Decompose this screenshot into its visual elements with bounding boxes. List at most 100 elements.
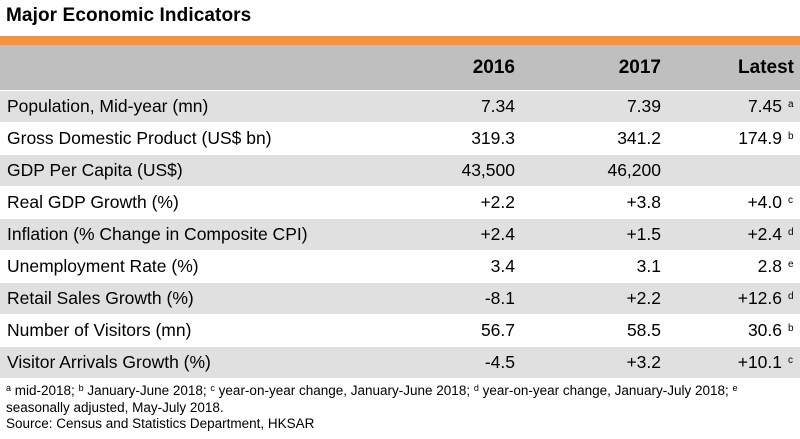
source-line: Source: Census and Statistics Department… xyxy=(6,416,315,431)
footnote-b: January-June 2018; xyxy=(83,383,211,398)
row-label-value: Retail Sales Growth (%) xyxy=(7,288,194,308)
cell-2016-value: -8.1 xyxy=(484,288,515,308)
cell-2017-value: +1.5 xyxy=(626,224,661,244)
table-row: Number of Visitors (mn) 56.7 58.5 30.6 b xyxy=(0,314,800,347)
cell-latest: 30.6 b xyxy=(667,314,800,347)
footnote-ref: d xyxy=(788,291,794,302)
cell-latest: 7.45 a xyxy=(667,90,800,123)
footnote-ref: b xyxy=(788,323,794,334)
row-label-value: GDP Per Capita (US$) xyxy=(7,160,183,180)
header-2016: 2016 xyxy=(376,45,521,91)
cell-2016: 319.3 xyxy=(376,122,521,155)
accent-bar xyxy=(0,36,800,45)
cell-latest: +10.1 c xyxy=(667,346,800,379)
table-row: Real GDP Growth (%) +2.2 +3.8 +4.0 c xyxy=(0,186,800,219)
row-label: Population, Mid-year (mn) xyxy=(0,90,376,123)
cell-2016: -4.5 xyxy=(376,346,521,379)
cell-latest: +2.4 d xyxy=(667,218,800,251)
footnote-d: year-on-year change, January-July 2018; xyxy=(478,383,733,398)
cell-2017: 46,200 xyxy=(521,154,667,187)
row-label: Inflation (% Change in Composite CPI) xyxy=(0,218,376,251)
cell-2016: -8.1 xyxy=(376,282,521,315)
row-label: Visitor Arrivals Growth (%) xyxy=(0,346,376,379)
footnote-ref: a xyxy=(788,99,794,110)
cell-2016: 3.4 xyxy=(376,250,521,283)
cell-2017: 341.2 xyxy=(521,122,667,155)
cell-latest-value: 2.8 xyxy=(757,256,782,276)
cell-latest-value: +10.1 xyxy=(737,352,782,372)
footnote-mark: c xyxy=(210,383,215,393)
row-label-value: Real GDP Growth (%) xyxy=(7,192,179,212)
cell-2016-value: 7.34 xyxy=(480,96,515,116)
cell-2017: +1.5 xyxy=(521,218,667,251)
table-row: GDP Per Capita (US$) 43,500 46,200 xyxy=(0,154,800,187)
footnotes: a mid-2018; b January-June 2018; c year-… xyxy=(6,380,796,433)
cell-2017-value: +3.8 xyxy=(626,192,661,212)
footnote-text: a mid-2018; b January-June 2018; c year-… xyxy=(6,380,796,416)
cell-latest-value: 7.45 xyxy=(747,96,782,116)
row-label: Real GDP Growth (%) xyxy=(0,186,376,219)
cell-latest-value: 30.6 xyxy=(747,320,782,340)
table-row: Gross Domestic Product (US$ bn) 319.3 341.… xyxy=(0,122,800,155)
header-latest: Latest xyxy=(667,45,800,91)
cell-2017: 7.39 xyxy=(521,90,667,123)
cell-2017-value: +3.2 xyxy=(626,352,661,372)
cell-2016: +2.4 xyxy=(376,218,521,251)
cell-latest: 2.8 e xyxy=(667,250,800,283)
cell-latest: +12.6 d xyxy=(667,282,800,315)
row-label: Gross Domestic Product (US$ bn) xyxy=(0,122,376,155)
cell-2017-value: 46,200 xyxy=(607,160,661,180)
row-label: GDP Per Capita (US$) xyxy=(0,154,376,187)
row-label-value: Number of Visitors (mn) xyxy=(7,320,192,340)
page-title: Major Economic Indicators xyxy=(6,5,252,26)
cell-2016-value: -4.5 xyxy=(484,352,515,372)
cell-2017: 58.5 xyxy=(521,314,667,347)
footnote-mark: e xyxy=(732,383,738,393)
row-label-value: Population, Mid-year (mn) xyxy=(7,96,209,116)
cell-latest xyxy=(667,154,800,187)
cell-2016: +2.2 xyxy=(376,186,521,219)
cell-2016-value: 43,500 xyxy=(461,160,515,180)
cell-latest-value: +12.6 xyxy=(737,288,782,308)
row-label: Unemployment Rate (%) xyxy=(0,250,376,283)
footnote-ref: d xyxy=(788,227,794,238)
cell-2017-value: 7.39 xyxy=(626,96,661,116)
footnote-c: year-on-year change, January-June 2018; xyxy=(214,383,474,398)
cell-2017-value: 3.1 xyxy=(636,256,661,276)
footnote-e: seasonally adjusted, May-July 2018. xyxy=(6,399,224,415)
cell-2017-value: +2.2 xyxy=(626,288,661,308)
footnote-mark: a xyxy=(6,383,12,393)
table-row: Visitor Arrivals Growth (%) -4.5 +3.2 +10.1… xyxy=(0,346,800,379)
cell-2016-value: 319.3 xyxy=(471,128,515,148)
header-label xyxy=(0,45,376,91)
table-row: Population, Mid-year (mn) 7.34 7.39 7.45 a xyxy=(0,90,800,123)
cell-latest: 174.9 b xyxy=(667,122,800,155)
footnote-mark: b xyxy=(78,383,84,393)
indicators-table: 2016 2017 Latest Population, Mid-year (m… xyxy=(0,45,800,379)
row-label: Retail Sales Growth (%) xyxy=(0,282,376,315)
footnote-ref: c xyxy=(788,355,793,366)
cell-2016-value: 56.7 xyxy=(480,320,515,340)
row-label-value: Inflation (% Change in Composite CPI) xyxy=(7,224,308,244)
cell-2017: +3.2 xyxy=(521,346,667,379)
table-row: Inflation (% Change in Composite CPI) +2.… xyxy=(0,218,800,251)
cell-latest-value: 174.9 xyxy=(738,128,782,148)
cell-2017: 3.1 xyxy=(521,250,667,283)
cell-2017: +3.8 xyxy=(521,186,667,219)
cell-2017-value: 341.2 xyxy=(617,128,661,148)
row-label: Number of Visitors (mn) xyxy=(0,314,376,347)
table-row: Retail Sales Growth (%) -8.1 +2.2 +12.6 d xyxy=(0,282,800,315)
table-row: Unemployment Rate (%) 3.4 3.1 2.8 e xyxy=(0,250,800,283)
cell-2016: 43,500 xyxy=(376,154,521,187)
row-label-value: Gross Domestic Product (US$ bn) xyxy=(7,128,272,148)
row-label-value: Visitor Arrivals Growth (%) xyxy=(7,352,211,372)
footnote-ref: b xyxy=(788,131,794,142)
table-header-row: 2016 2017 Latest xyxy=(0,45,800,91)
footnote-a: mid-2018; xyxy=(11,383,79,398)
cell-2016: 7.34 xyxy=(376,90,521,123)
cell-2016: 56.7 xyxy=(376,314,521,347)
header-2017: 2017 xyxy=(521,45,667,91)
cell-latest-value: +4.0 xyxy=(747,192,782,212)
cell-2016-value: +2.4 xyxy=(480,224,515,244)
cell-2016-value: +2.2 xyxy=(480,192,515,212)
